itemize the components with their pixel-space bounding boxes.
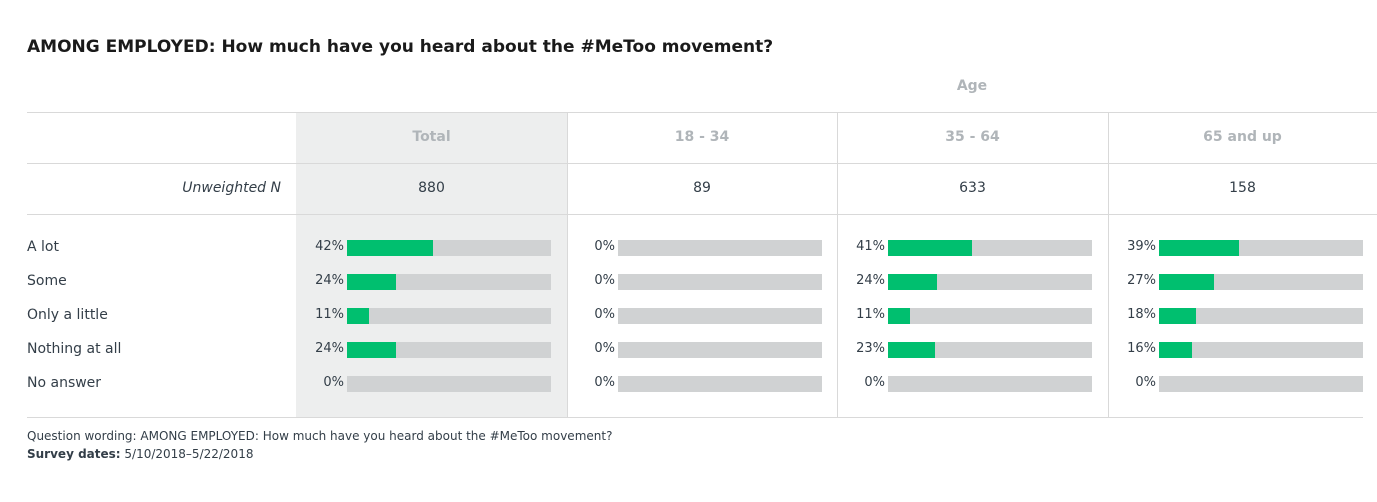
column-divider xyxy=(1108,112,1109,417)
column-header-18-34: 18 - 34 xyxy=(674,129,730,145)
value-label-total-a-lot: 42% xyxy=(315,239,344,254)
value-label-18-34-no-answer: 0% xyxy=(594,375,615,390)
unweighted-n-label: Unweighted N xyxy=(182,180,281,196)
survey-dates: Survey dates: 5/10/2018–5/22/2018 xyxy=(27,447,253,461)
bar-65-and-up-nothing-at-all xyxy=(1159,342,1192,358)
value-label-65-and-up-some: 27% xyxy=(1127,273,1156,288)
bar-65-and-up-some xyxy=(1159,274,1215,290)
value-label-total-some: 24% xyxy=(315,273,344,288)
bar-track-18-34-nothing-at-all xyxy=(618,342,822,358)
row-label-only-a-little: Only a little xyxy=(27,307,108,323)
row-label-a-lot: A lot xyxy=(27,239,59,255)
bar-track-35-64-no-answer xyxy=(888,376,1092,392)
value-label-65-and-up-nothing-at-all: 16% xyxy=(1127,341,1156,356)
value-label-35-64-no-answer: 0% xyxy=(864,375,885,390)
age-group-label: Age xyxy=(956,78,988,94)
bar-track-35-64-a-lot xyxy=(888,240,1092,256)
bar-35-64-only-a-little xyxy=(888,308,911,324)
column-header-total: Total xyxy=(412,129,451,145)
bar-track-35-64-nothing-at-all xyxy=(888,342,1092,358)
bar-track-total-some xyxy=(347,274,551,290)
bar-65-and-up-a-lot xyxy=(1159,240,1239,256)
divider-header xyxy=(27,163,1377,164)
total-column-background xyxy=(296,112,567,417)
bar-track-18-34-a-lot xyxy=(618,240,822,256)
bar-track-65-and-up-nothing-at-all xyxy=(1159,342,1363,358)
column-divider xyxy=(837,112,838,417)
value-label-18-34-some: 0% xyxy=(594,273,615,288)
bar-total-nothing-at-all xyxy=(347,342,396,358)
column-header-65-up: 65 and up xyxy=(1203,129,1282,145)
bar-35-64-a-lot xyxy=(888,240,972,256)
bar-65-and-up-only-a-little xyxy=(1159,308,1196,324)
bar-total-only-a-little xyxy=(347,308,370,324)
bar-track-35-64-only-a-little xyxy=(888,308,1092,324)
value-label-65-and-up-a-lot: 39% xyxy=(1127,239,1156,254)
bar-35-64-some xyxy=(888,274,937,290)
n-value-18-34: 89 xyxy=(693,180,711,196)
column-header-35-64: 35 - 64 xyxy=(945,129,1000,145)
n-value-total: 880 xyxy=(418,180,445,196)
row-label-no-answer: No answer xyxy=(27,375,102,391)
bar-track-65-and-up-no-answer xyxy=(1159,376,1363,392)
column-divider xyxy=(567,112,568,417)
bar-track-total-only-a-little xyxy=(347,308,551,324)
bar-track-65-and-up-a-lot xyxy=(1159,240,1363,256)
value-label-total-only-a-little: 11% xyxy=(315,307,344,322)
value-label-35-64-nothing-at-all: 23% xyxy=(856,341,885,356)
survey-dates-value: 5/10/2018–5/22/2018 xyxy=(124,447,254,461)
n-value-35-64: 633 xyxy=(959,180,986,196)
question-wording: Question wording: AMONG EMPLOYED: How mu… xyxy=(27,429,613,443)
value-label-18-34-a-lot: 0% xyxy=(594,239,615,254)
divider-top xyxy=(27,112,1377,113)
bar-track-65-and-up-only-a-little xyxy=(1159,308,1363,324)
survey-dates-label: Survey dates: xyxy=(27,447,121,461)
bar-track-total-nothing-at-all xyxy=(347,342,551,358)
n-value-65-up: 158 xyxy=(1229,180,1256,196)
bar-track-total-a-lot xyxy=(347,240,551,256)
value-label-total-no-answer: 0% xyxy=(323,375,344,390)
divider-bottom xyxy=(27,417,1363,418)
bar-track-18-34-only-a-little xyxy=(618,308,822,324)
value-label-65-and-up-no-answer: 0% xyxy=(1135,375,1156,390)
value-label-35-64-some: 24% xyxy=(856,273,885,288)
value-label-18-34-only-a-little: 0% xyxy=(594,307,615,322)
bar-track-65-and-up-some xyxy=(1159,274,1363,290)
value-label-18-34-nothing-at-all: 0% xyxy=(594,341,615,356)
row-label-nothing-at-all: Nothing at all xyxy=(27,341,122,357)
bar-track-total-no-answer xyxy=(347,376,551,392)
bar-35-64-nothing-at-all xyxy=(888,342,935,358)
bar-track-18-34-no-answer xyxy=(618,376,822,392)
chart-title: AMONG EMPLOYED: How much have you heard … xyxy=(27,37,774,57)
bar-track-18-34-some xyxy=(618,274,822,290)
value-label-total-nothing-at-all: 24% xyxy=(315,341,344,356)
value-label-35-64-a-lot: 41% xyxy=(856,239,885,254)
value-label-35-64-only-a-little: 11% xyxy=(856,307,885,322)
bar-total-a-lot xyxy=(347,240,433,256)
bar-total-some xyxy=(347,274,396,290)
row-label-some: Some xyxy=(27,273,67,289)
divider-n xyxy=(27,214,1377,215)
bar-track-35-64-some xyxy=(888,274,1092,290)
value-label-65-and-up-only-a-little: 18% xyxy=(1127,307,1156,322)
